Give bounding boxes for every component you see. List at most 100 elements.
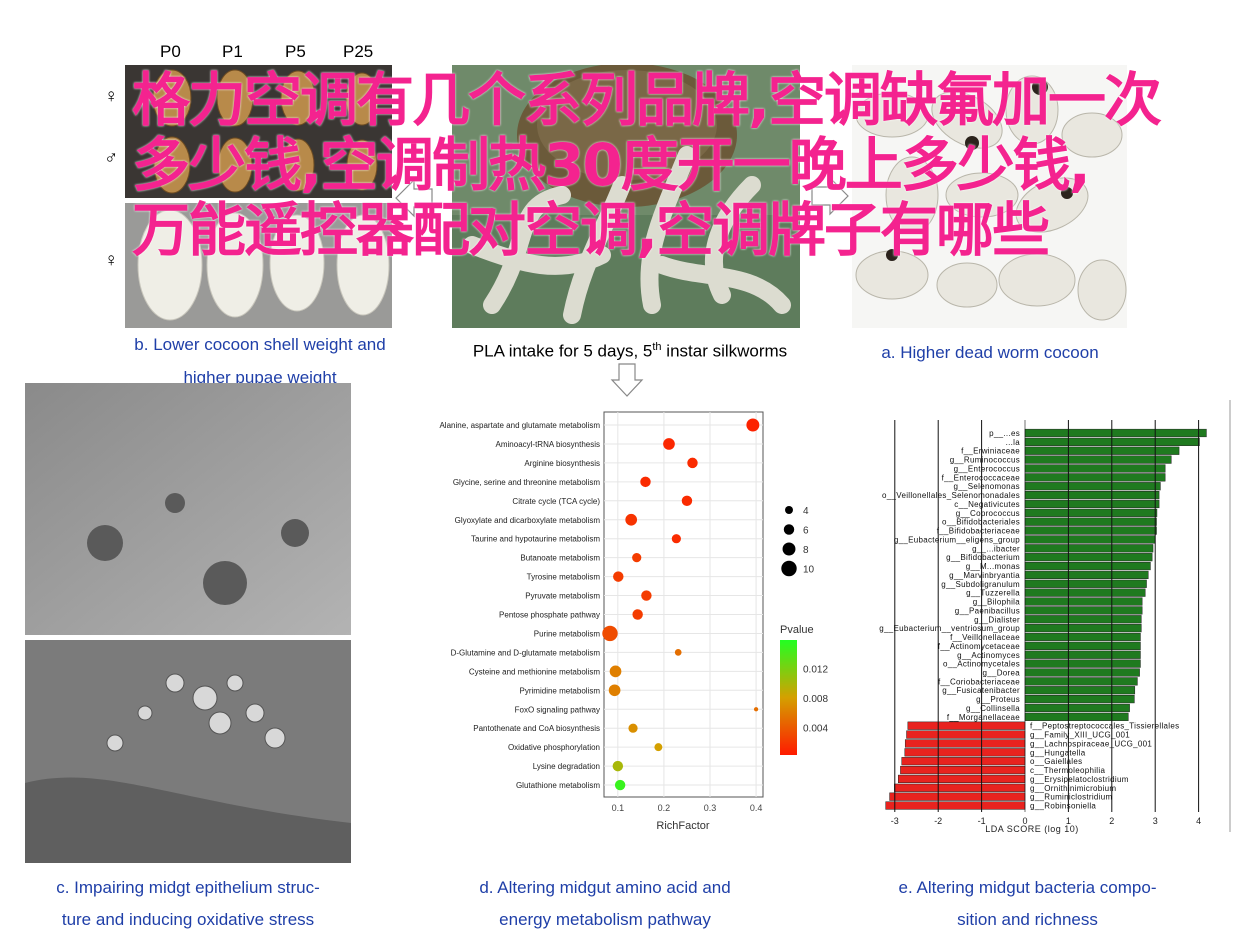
taxon-label: g__Collinsella [966, 704, 1020, 713]
enriched-bar-red [889, 792, 1026, 801]
x-tick-label: 2 [1109, 816, 1114, 826]
enriched-bar-green [1024, 535, 1156, 544]
caption-c-line1: c. Impairing midgt epithelium struc- [56, 878, 320, 897]
taxon-label: f__Peptostreptococcales_Tissierellales [1030, 722, 1179, 731]
taxon-label: g__Ruminiclostridium [1030, 793, 1113, 802]
enriched-bar-green [1024, 588, 1146, 597]
enriched-bar-green [1024, 428, 1207, 438]
enriched-bar-green [1024, 455, 1172, 464]
pathway-label: Pyruvate metabolism [525, 592, 600, 601]
pathway-label: Oxidative phosphorylation [508, 743, 600, 752]
taxon-label: g__Selenomonas [954, 482, 1020, 491]
enriched-bar-green [1024, 703, 1130, 713]
taxon-label: g__Bilophila [973, 598, 1020, 607]
size-legend-label: 10 [803, 565, 815, 576]
bubble-point [654, 743, 663, 752]
taxon-label: g__M...monas [966, 562, 1020, 571]
taxon-label: g__Bifidobacterium [946, 553, 1020, 562]
caption-d-line2: energy metabolism pathway [499, 910, 711, 929]
enriched-bar-green [1024, 624, 1142, 633]
x-tick-label: -2 [934, 816, 942, 826]
x-tick-label: 0.2 [658, 803, 671, 813]
taxon-label: g__Actinomyces [957, 651, 1020, 660]
stage-label-p25: P25 [343, 42, 374, 61]
taxon-label: f__Enterococcaceae [942, 473, 1021, 482]
bubble-point [640, 476, 651, 488]
pupae-cocoon-photo [125, 65, 392, 328]
x-axis-label: RichFactor [656, 820, 710, 832]
pathway-label: Pyrimidine metabolism [520, 686, 601, 695]
stage-label-p1: P1 [222, 42, 243, 61]
enriched-bar-green [1024, 473, 1166, 482]
taxon-label: f__Erwiniaceae [961, 447, 1020, 456]
x-tick-label: 3 [1153, 816, 1158, 826]
taxon-label: g__Robinsoniella [1030, 802, 1096, 811]
enriched-bar-red [894, 783, 1026, 792]
enriched-bar-green [1024, 579, 1147, 588]
dead-worm-cocoon-photo [852, 65, 1127, 328]
size-legend-dot [781, 560, 797, 577]
arrow-down-icon [610, 363, 644, 397]
pathway-label: Taurine and hypotaurine metabolism [471, 535, 600, 544]
bubble-point [632, 609, 643, 620]
overlay-title-line3: 万能遥控器配对空调,空调牌子有哪些 [132, 196, 1050, 264]
taxon-label: f__Actinomycetaceae [938, 642, 1020, 651]
enriched-bar-red [898, 774, 1026, 784]
bubble-point [632, 553, 642, 563]
pathway-label: FoxO signaling pathway [515, 705, 600, 714]
stage-label-p5: P5 [285, 42, 306, 61]
female-symbol: ♀ [104, 250, 119, 271]
enriched-bar-green [1024, 482, 1161, 491]
enriched-bar-green [1024, 632, 1141, 642]
bubble-point [671, 534, 681, 544]
arrow-right-icon [811, 176, 849, 216]
pvalue-tick-label: 0.008 [803, 694, 828, 705]
taxon-label: g__Marvinbryantia [949, 571, 1020, 580]
overlay-title-line1: 格力空调有几个系列品牌,空调缺氟加一次 [132, 66, 1162, 134]
caption-d-line1: d. Altering midgut amino acid and [479, 878, 731, 897]
taxon-label: o__Veillonellales_Selenomonadales [882, 491, 1020, 500]
taxon-label: ...la [1006, 438, 1021, 447]
pathway-label: Glycine, serine and threonine metabolism [453, 478, 601, 487]
taxon-label: g__Dorea [982, 668, 1020, 677]
enriched-bar-green [1024, 508, 1158, 517]
x-tick-label: 0 [1022, 816, 1027, 826]
taxon-label: g__Eubacterium__ventriosum_group [879, 624, 1020, 633]
enriched-bar-green [1024, 446, 1180, 455]
midgut-tem-images [25, 383, 351, 863]
size-legend-dot [783, 524, 795, 535]
taxon-label: g__Lachnospiraceae_UCG_001 [1030, 739, 1152, 748]
taxon-label: c__Negativicutes [954, 500, 1020, 509]
caption-center-sup: th [652, 341, 662, 353]
taxon-label: f__Coriobacteriaceae [938, 677, 1020, 686]
bubble-point [602, 625, 618, 642]
enriched-bar-red [906, 730, 1026, 739]
arrow-left-icon [395, 178, 433, 218]
pathway-label: Lysine degradation [533, 762, 600, 771]
bubble-point [628, 723, 638, 733]
pathway-label: Arginine biosynthesis [524, 459, 600, 468]
overlay-title-line2: 多少钱,空调制热30度开一晚上多少钱, [132, 131, 1091, 199]
enriched-bar-green [1024, 553, 1153, 562]
pathway-label: Purine metabolism [534, 629, 601, 638]
bubble-point [609, 665, 622, 678]
stage-label-p0: P0 [160, 42, 181, 61]
taxon-label: g__Fusicatenibacter [942, 686, 1020, 695]
taxon-label: g__Ornithinimicrobium [1030, 784, 1116, 793]
pathway-label: Pentose phosphate pathway [499, 611, 600, 620]
x-tick-label: 0.4 [750, 803, 763, 813]
bubble-point [681, 495, 693, 507]
bubble-point [753, 707, 759, 712]
x-tick-label: 1 [1066, 816, 1071, 826]
taxon-label: p__...es [989, 429, 1020, 438]
caption-e-line2: sition and richness [957, 910, 1098, 929]
taxon-label: g__Family_XIII_UCG_001 [1030, 731, 1130, 740]
pathway-label: Glutathione metabolism [516, 781, 600, 790]
enriched-bar-red [904, 739, 1026, 748]
bubble-point [614, 779, 626, 791]
bubble-point [625, 513, 638, 526]
taxon-label: o__Bifidobacteriales [942, 518, 1020, 527]
female-symbol: ♀ [104, 86, 119, 107]
enriched-bar-green [1024, 695, 1135, 704]
